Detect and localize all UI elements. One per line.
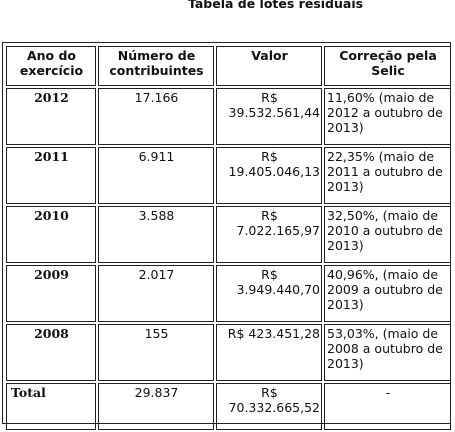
- table-total-row: Total 29.837 R$ 70.332.665,52 -: [6, 383, 451, 430]
- cell-year: 2011: [6, 147, 96, 204]
- cell-valor: R$ 423.451,28: [216, 324, 322, 381]
- valor-amount: 7.022.165,97: [236, 223, 321, 238]
- table-row: 2009 2.017 R$ 3.949.440,70 40,96%, (maio …: [6, 265, 451, 322]
- table-frame: Ano do exercício Número de contribuintes…: [2, 42, 451, 430]
- cell-correcao: 32,50%, (maio de 2010 a outubro de 2013): [324, 206, 451, 263]
- cell-year: 2012: [6, 88, 96, 145]
- valor-currency: R$: [261, 90, 278, 105]
- table-header-row: Ano do exercício Número de contribuintes…: [6, 46, 451, 86]
- valor-amount: 19.405.046,13: [228, 164, 320, 179]
- cell-total-label: Total: [6, 383, 96, 430]
- table-row: 2008 155 R$ 423.451,28 53,03%, (maio de …: [6, 324, 451, 381]
- cell-valor: R$ 19.405.046,13: [216, 147, 322, 204]
- valor-currency: R$: [227, 326, 245, 341]
- cell-contribuintes: 3.588: [98, 206, 214, 263]
- valor-amount: 3.949.440,70: [236, 282, 321, 297]
- cell-correcao: 40,96%, (maio de 2009 a outubro de 2013): [324, 265, 451, 322]
- cell-correcao: 11,60% (maio de 2012 a outubro de 2013): [324, 88, 451, 145]
- cell-valor: R$ 3.949.440,70: [216, 265, 322, 322]
- valor-currency: R$: [261, 149, 278, 164]
- valor-amount: 423.451,28: [248, 326, 320, 341]
- table-row: 2012 17.166 R$ 39.532.561,44 11,60% (maio…: [6, 88, 451, 145]
- column-header-valor: Valor: [216, 46, 322, 86]
- cell-contribuintes: 155: [98, 324, 214, 381]
- valor-amount: 70.332.665,52: [228, 400, 320, 415]
- cell-correcao: 53,03%, (maio de 2008 a outubro de 2013): [324, 324, 451, 381]
- column-header-contribuintes: Número de contribuintes: [98, 46, 214, 86]
- cell-total-valor: R$ 70.332.665,52: [216, 383, 322, 430]
- table-row: 2011 6.911 R$ 19.405.046,13 22,35% (maio …: [6, 147, 451, 204]
- cell-valor: R$ 7.022.165,97: [216, 206, 322, 263]
- cell-total-correcao: -: [324, 383, 451, 430]
- cell-valor: R$ 39.532.561,44: [216, 88, 322, 145]
- valor-currency: R$: [261, 267, 278, 282]
- cell-total-contribuintes: 29.837: [98, 383, 214, 430]
- valor-currency: R$: [261, 385, 278, 400]
- cell-year: 2008: [6, 324, 96, 381]
- cell-contribuintes: 6.911: [98, 147, 214, 204]
- valor-amount: 39.532.561,44: [228, 105, 320, 120]
- cell-contribuintes: 17.166: [98, 88, 214, 145]
- column-header-correcao: Correção pela Selic: [324, 46, 451, 86]
- valor-currency: R$: [261, 208, 278, 223]
- cell-year: 2010: [6, 206, 96, 263]
- table-row: 2010 3.588 R$ 7.022.165,97 32,50%, (maio …: [6, 206, 451, 263]
- cell-correcao: 22,35% (maio de 2011 a outubro de 2013): [324, 147, 451, 204]
- table-title: Tabela de lotes residuais: [187, 0, 364, 11]
- column-header-ano: Ano do exercício: [6, 46, 96, 86]
- cell-contribuintes: 2.017: [98, 265, 214, 322]
- cell-year: 2009: [6, 265, 96, 322]
- lotes-table: Ano do exercício Número de contribuintes…: [4, 44, 453, 432]
